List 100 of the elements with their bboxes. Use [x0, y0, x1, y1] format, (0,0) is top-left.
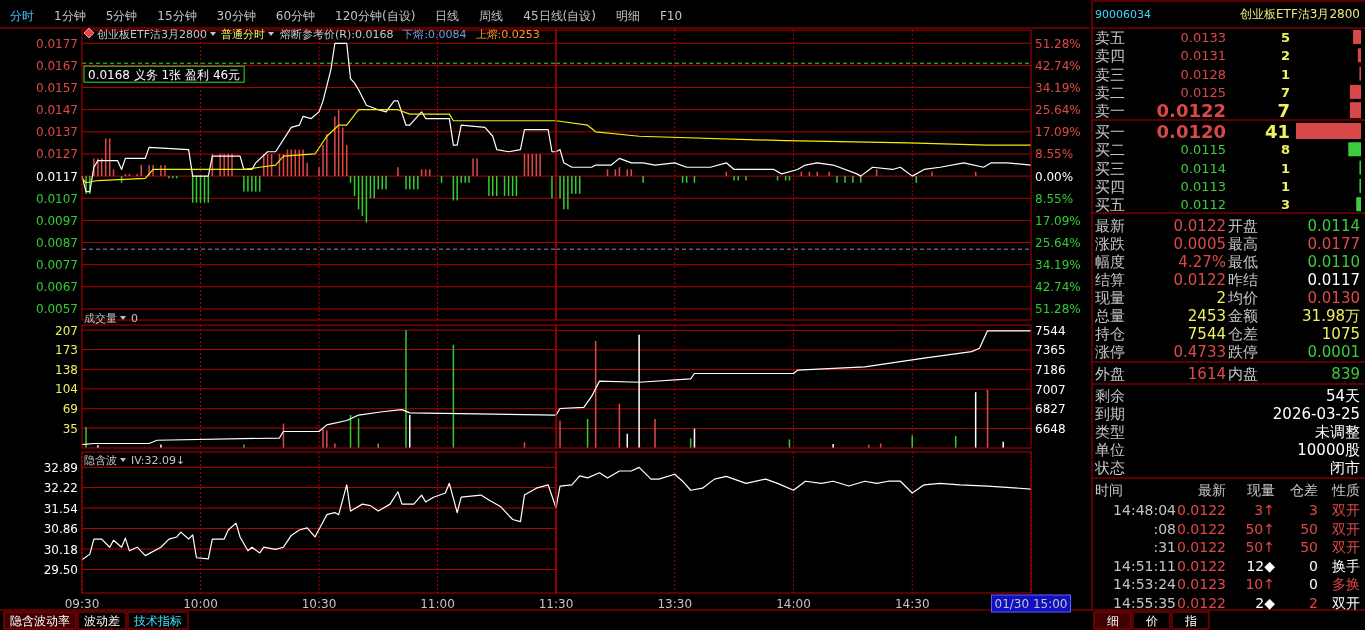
y-tick-label: 35	[62, 421, 78, 436]
text: 外盘	[1095, 365, 1125, 383]
text: 54天	[1325, 387, 1360, 405]
y-tick-label: 买三	[1095, 159, 1125, 178]
text: 0.0128	[1180, 66, 1226, 82]
y2-tick-label: 7544	[1035, 323, 1066, 338]
text: 涨停	[1095, 343, 1125, 361]
text: 现量	[1095, 289, 1125, 307]
data-label: 41	[1264, 121, 1290, 142]
text: 60分钟	[275, 9, 316, 23]
text: 3↑	[1254, 502, 1275, 518]
chart-subtitle: 普通分时	[220, 28, 265, 41]
text: 0.0125	[1180, 84, 1226, 100]
text: 120分钟(自设)	[335, 9, 416, 23]
annotation: 0.0114	[1307, 217, 1360, 235]
text: 0.0110	[1307, 253, 1360, 271]
y-tick-label: 0.0177	[36, 36, 78, 51]
x-tick-label: 11:00	[420, 597, 455, 611]
text: 0.0122	[1177, 557, 1226, 574]
text: 0.0122	[1177, 520, 1226, 537]
y-tick-label: 0.0157	[36, 81, 78, 96]
text: 内盘	[1228, 365, 1258, 383]
text: 幅度	[1095, 253, 1125, 271]
y-tick-label: 0.0167	[36, 58, 78, 73]
text: 单位	[1095, 441, 1125, 459]
text: 昨结	[1228, 271, 1258, 289]
text: 0.0005	[1173, 235, 1226, 253]
text: 4.27%	[1178, 253, 1226, 271]
text: 双开	[1332, 520, 1360, 537]
bar	[1348, 142, 1361, 157]
y-tick-label: 32.22	[43, 481, 78, 496]
y-tick-label: 29.50	[43, 563, 78, 577]
y2-tick-label: 25.64%	[1035, 103, 1081, 118]
chart-title: 创业板ETF沽3月2800	[1240, 7, 1360, 21]
bar	[1296, 123, 1361, 139]
text: 指	[1183, 614, 1197, 628]
text: 最高	[1228, 235, 1258, 253]
text: 闭市	[1330, 459, 1360, 477]
y-tick-label: 104	[55, 382, 78, 397]
chart-title: 创业板ETF沽3月2800	[97, 28, 207, 41]
chart-title: 成交量	[84, 312, 117, 325]
data-label: 7	[1280, 84, 1290, 100]
text: 3	[1309, 502, 1318, 518]
y-tick-label: 173	[55, 342, 78, 357]
y-tick-label: 31.54	[43, 501, 78, 516]
text: 状态	[1094, 459, 1125, 477]
y2-tick-label: 51.28%	[1035, 302, 1081, 317]
y-tick-label: 卖二	[1095, 83, 1125, 102]
y-tick-label: 买一	[1095, 123, 1125, 141]
annotation: 上熔:0.0253	[475, 28, 540, 41]
text: 技术指标	[133, 614, 182, 628]
text: 最低	[1228, 253, 1258, 271]
text: 0.0131	[1180, 48, 1226, 64]
data-label: 1	[1280, 178, 1290, 194]
text: 明细	[615, 9, 640, 23]
text: 1075	[1321, 325, 1360, 343]
y-tick-label: 卖五	[1095, 29, 1125, 47]
text: 周线	[479, 9, 504, 23]
y-tick-label: 32.89	[43, 460, 78, 475]
text: 0	[1309, 557, 1318, 574]
y2-tick-label: 7186	[1035, 363, 1066, 378]
y-tick-label: 138	[55, 362, 78, 377]
text: 14:55:35	[1113, 594, 1176, 611]
text: 均价	[1227, 289, 1258, 307]
data-label: 3	[1280, 197, 1290, 213]
text: 日线	[435, 9, 460, 23]
text: 50	[1300, 539, 1318, 555]
y-tick-label: 0.0087	[36, 236, 78, 251]
text: 50↑	[1245, 539, 1275, 555]
data-label: 1	[1280, 66, 1290, 82]
text: 1分钟	[54, 9, 86, 23]
data-label: 5	[1280, 30, 1290, 45]
x-tick-label: 14:30	[894, 597, 930, 611]
y-tick-label: 0.0077	[36, 258, 78, 273]
text: 双开	[1332, 502, 1360, 518]
text: 跌停	[1228, 343, 1258, 361]
text: 0.0117	[1307, 271, 1360, 289]
y-tick-label: 0.0147	[36, 103, 78, 118]
text: 持仓	[1095, 325, 1125, 343]
text: 839	[1331, 365, 1360, 383]
text: 涨跌	[1095, 235, 1125, 253]
text: 2◆	[1255, 594, 1276, 611]
text: 0.0122	[1173, 217, 1226, 235]
y-tick-label: 卖三	[1095, 65, 1125, 84]
chart-title: 隐含波	[84, 454, 117, 467]
x-tick-label: 09:30	[64, 597, 100, 611]
data-label: 2	[1280, 48, 1290, 64]
text: 45日线(自设)	[523, 9, 596, 23]
text: 10↑	[1245, 576, 1275, 592]
y-tick-label: 30.18	[43, 542, 78, 557]
text: 0.0114	[1180, 160, 1226, 176]
text: 0.0122	[1156, 100, 1226, 122]
text: 0.0133	[1180, 30, 1226, 45]
text: 5分钟	[105, 9, 138, 23]
x-tick-label: 10:00	[183, 597, 218, 611]
y-tick-label: 0.0137	[36, 125, 78, 140]
text: 0.0122	[1177, 539, 1226, 555]
text: 双开	[1332, 594, 1360, 611]
text: 1614	[1187, 365, 1226, 383]
text: 2026-03-25	[1272, 405, 1360, 423]
